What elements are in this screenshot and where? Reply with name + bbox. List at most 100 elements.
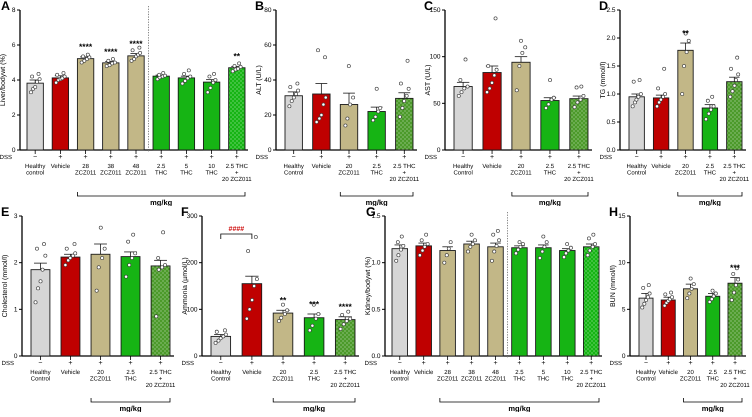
svg-text:+: + bbox=[733, 171, 737, 177]
svg-text:100: 100 bbox=[430, 54, 441, 61]
svg-text:ZCZ011: ZCZ011 bbox=[675, 170, 697, 177]
svg-text:+: + bbox=[235, 154, 239, 161]
svg-text:Healthy: Healthy bbox=[284, 163, 304, 170]
svg-text:DSS: DSS bbox=[365, 360, 377, 367]
svg-text:+: + bbox=[134, 154, 138, 161]
svg-text:−: − bbox=[461, 154, 465, 161]
svg-text:****: **** bbox=[129, 38, 143, 48]
svg-text:20 ZCZ011: 20 ZCZ011 bbox=[146, 382, 176, 389]
svg-text:THC: THC bbox=[205, 170, 218, 177]
svg-text:+: + bbox=[548, 154, 552, 161]
svg-text:+: + bbox=[184, 154, 188, 161]
svg-text:DSS: DSS bbox=[0, 154, 12, 161]
svg-text:Healthy: Healthy bbox=[636, 369, 656, 376]
svg-text:mg/kg: mg/kg bbox=[702, 404, 725, 412]
svg-text:####: #### bbox=[229, 226, 245, 233]
svg-text:+: + bbox=[688, 360, 692, 367]
svg-text:0: 0 bbox=[12, 147, 16, 154]
svg-text:Healthy: Healthy bbox=[390, 369, 410, 376]
svg-text:+: + bbox=[733, 360, 737, 367]
svg-text:ZCZ011: ZCZ011 bbox=[510, 170, 532, 177]
svg-text:Vehicle: Vehicle bbox=[61, 369, 81, 376]
svg-text:Vehicle: Vehicle bbox=[659, 369, 679, 376]
svg-text:ZCZ011: ZCZ011 bbox=[272, 376, 294, 383]
svg-text:+: + bbox=[517, 360, 521, 367]
svg-text:2.5 THC: 2.5 THC bbox=[568, 163, 591, 170]
svg-text:0: 0 bbox=[14, 353, 18, 360]
svg-text:5: 5 bbox=[185, 163, 189, 170]
svg-text:+: + bbox=[347, 154, 351, 161]
svg-text:3: 3 bbox=[14, 213, 18, 220]
svg-text:THC: THC bbox=[180, 170, 193, 177]
svg-text:−: − bbox=[219, 360, 223, 367]
svg-text:DSS: DSS bbox=[256, 154, 268, 161]
svg-text:Healthy: Healthy bbox=[453, 163, 473, 170]
svg-text:Vehicle: Vehicle bbox=[414, 369, 434, 376]
svg-text:2.5 THC: 2.5 THC bbox=[334, 369, 357, 376]
svg-text:+: + bbox=[343, 360, 347, 367]
svg-text:ALT (U/L): ALT (U/L) bbox=[255, 65, 263, 95]
svg-text:1.5: 1.5 bbox=[606, 63, 615, 70]
svg-text:THC: THC bbox=[155, 170, 168, 177]
svg-text:+: + bbox=[733, 377, 737, 383]
svg-text:THC: THC bbox=[707, 376, 720, 383]
svg-text:mg/kg: mg/kg bbox=[119, 404, 142, 412]
svg-text:20: 20 bbox=[97, 369, 104, 376]
svg-text:+: + bbox=[159, 154, 163, 161]
svg-text:DSS: DSS bbox=[2, 360, 14, 367]
svg-text:Vehicle: Vehicle bbox=[482, 163, 502, 170]
svg-text:Vehicle: Vehicle bbox=[242, 369, 262, 376]
svg-text:0.0: 0.0 bbox=[371, 353, 380, 360]
svg-text:THC: THC bbox=[561, 376, 574, 383]
svg-text:20: 20 bbox=[687, 369, 694, 376]
svg-text:48: 48 bbox=[492, 369, 499, 376]
svg-text:control: control bbox=[26, 170, 44, 177]
svg-text:Healthy: Healthy bbox=[627, 163, 647, 170]
svg-text:+: + bbox=[446, 360, 450, 367]
svg-text:Cholesterol (mmol/l): Cholesterol (mmol/l) bbox=[1, 255, 9, 318]
svg-text:Control: Control bbox=[453, 170, 472, 177]
svg-text:+: + bbox=[210, 154, 214, 161]
svg-text:+: + bbox=[235, 171, 239, 177]
svg-text:28: 28 bbox=[444, 369, 451, 376]
svg-text:****: **** bbox=[79, 42, 93, 52]
svg-text:−: − bbox=[33, 154, 37, 161]
svg-text:****: **** bbox=[339, 302, 353, 312]
svg-text:0: 0 bbox=[194, 353, 198, 360]
svg-text:2.5 THC: 2.5 THC bbox=[149, 369, 172, 376]
svg-text:2: 2 bbox=[14, 260, 18, 267]
svg-text:+: + bbox=[589, 377, 593, 383]
svg-text:0.5: 0.5 bbox=[606, 119, 615, 126]
svg-text:B: B bbox=[255, 0, 264, 13]
svg-text:+: + bbox=[159, 360, 163, 367]
svg-text:2.5: 2.5 bbox=[606, 7, 615, 14]
svg-text:1: 1 bbox=[14, 306, 18, 313]
svg-text:2.5: 2.5 bbox=[546, 163, 555, 170]
svg-text:Healthy: Healthy bbox=[211, 369, 231, 376]
svg-text:mg/kg: mg/kg bbox=[508, 404, 531, 412]
svg-text:38: 38 bbox=[107, 163, 114, 170]
svg-text:0: 0 bbox=[268, 147, 272, 154]
svg-text:28: 28 bbox=[82, 163, 89, 170]
svg-text:+: + bbox=[250, 360, 254, 367]
svg-text:ZCZ011: ZCZ011 bbox=[125, 170, 147, 177]
svg-text:Healthy: Healthy bbox=[25, 163, 45, 170]
svg-text:Liver/bodywt (%): Liver/bodywt (%) bbox=[0, 54, 7, 106]
svg-text:−: − bbox=[292, 154, 296, 161]
svg-text:−: − bbox=[398, 360, 402, 367]
svg-text:THC: THC bbox=[513, 376, 526, 383]
svg-text:50: 50 bbox=[433, 100, 441, 107]
svg-text:+: + bbox=[128, 360, 132, 367]
svg-text:4: 4 bbox=[12, 77, 16, 84]
svg-text:Ammonia (µmol/L): Ammonia (µmol/L) bbox=[181, 257, 189, 314]
svg-text:THC: THC bbox=[544, 170, 557, 177]
svg-text:1.5: 1.5 bbox=[371, 213, 380, 220]
svg-text:E: E bbox=[1, 205, 9, 219]
svg-text:10: 10 bbox=[208, 163, 215, 170]
svg-text:+: + bbox=[519, 154, 523, 161]
svg-text:2.5: 2.5 bbox=[372, 163, 381, 170]
svg-text:−: − bbox=[644, 360, 648, 367]
svg-text:+: + bbox=[589, 360, 593, 367]
svg-text:BUN (mmol/l): BUN (mmol/l) bbox=[609, 265, 617, 307]
svg-text:THC: THC bbox=[308, 376, 321, 383]
